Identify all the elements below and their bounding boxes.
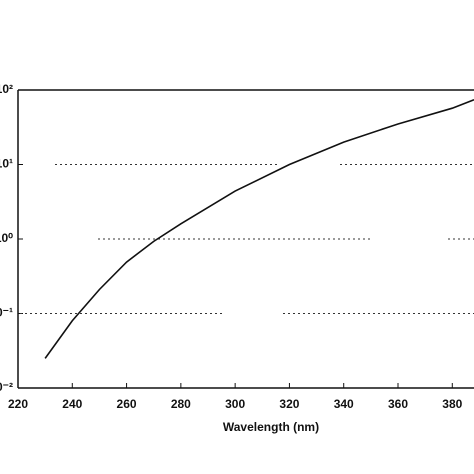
y-tick-label: 10⁻² [0, 380, 13, 394]
x-tick-label: 260 [117, 397, 137, 411]
x-tick-label: 360 [388, 397, 408, 411]
x-tick-label: 340 [334, 397, 354, 411]
x-tick-label: 220 [8, 397, 28, 411]
y-tick-label: 10⁻¹ [0, 306, 13, 320]
data-line [44, 98, 474, 359]
x-tick-label: 380 [442, 397, 462, 411]
y-tick-label: 10² [0, 82, 13, 96]
x-tick-label: 240 [62, 397, 82, 411]
x-axis-label: Wavelength (nm) [223, 420, 319, 434]
y-tick-label: 10⁰ [0, 231, 13, 245]
x-tick-label: 280 [171, 397, 191, 411]
x-tick-label: 300 [225, 397, 245, 411]
y-tick-label: 10¹ [0, 157, 13, 171]
x-tick-label: 320 [279, 397, 299, 411]
